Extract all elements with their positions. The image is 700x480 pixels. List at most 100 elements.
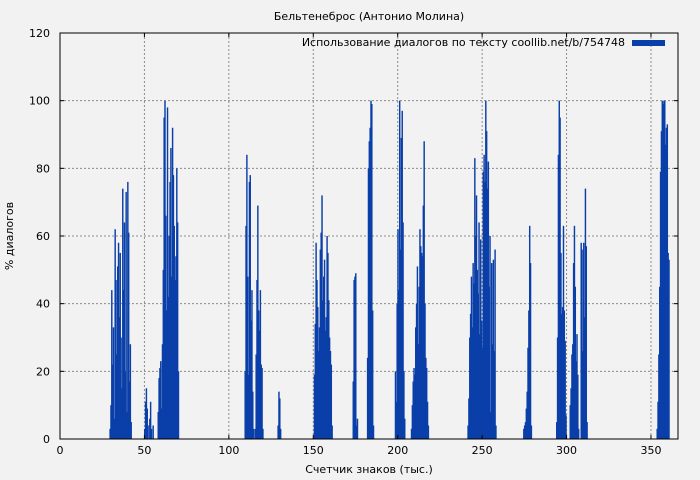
bar: [355, 273, 357, 439]
bar: [327, 252, 329, 439]
bar: [469, 313, 472, 439]
legend-label: Использование диалогов по тексту coollib…: [302, 36, 625, 49]
bar: [481, 347, 484, 439]
bar: [526, 391, 528, 439]
bar: [559, 117, 561, 439]
bar: [125, 192, 127, 439]
bar: [321, 195, 323, 439]
bar: [572, 344, 574, 439]
chart-title: Бельтенеброс (Антонио Молина): [274, 10, 464, 23]
bar: [112, 327, 115, 439]
bar: [668, 259, 670, 439]
bar: [491, 344, 494, 439]
bar: [126, 411, 128, 439]
bar: [573, 225, 576, 439]
bar: [576, 334, 578, 439]
bar: [111, 290, 113, 439]
bar: [356, 418, 359, 439]
x-tick-label: 0: [57, 444, 64, 457]
bar: [165, 310, 168, 439]
x-tick-label: 100: [218, 444, 239, 457]
y-tick-label: 120: [29, 27, 50, 40]
bar: [423, 141, 425, 439]
bar: [470, 276, 473, 439]
bar: [565, 415, 567, 439]
bar: [127, 181, 129, 439]
bar: [247, 276, 249, 439]
bar: [556, 337, 559, 439]
bar: [315, 242, 317, 439]
bar: [525, 408, 528, 439]
bar: [279, 428, 282, 439]
bar: [415, 327, 417, 439]
bar: [115, 279, 117, 439]
bar: [426, 401, 429, 439]
y-axis-label: % диалогов: [3, 202, 16, 270]
bar: [584, 188, 587, 439]
bar: [352, 381, 354, 439]
axis-ticks: 0 50 100 150 200 250 300 350 0 20 40 60 80 100 120: [29, 27, 678, 457]
bar: [667, 252, 669, 439]
bar: [328, 300, 330, 439]
bar: [167, 296, 170, 439]
x-tick-label: 50: [137, 444, 151, 457]
bar: [480, 239, 482, 439]
bar: [320, 232, 322, 439]
bar: [110, 405, 112, 439]
bar: [660, 131, 663, 439]
bar: [411, 405, 414, 439]
bar: [172, 175, 175, 439]
bar: [328, 337, 331, 439]
bar: [313, 374, 316, 439]
bar: [258, 330, 261, 439]
bar: [127, 232, 130, 439]
bar: [174, 279, 176, 439]
bar: [556, 422, 558, 439]
bar: [664, 100, 666, 440]
bar: [474, 236, 477, 439]
x-tick-label: 200: [387, 444, 408, 457]
bar: [257, 205, 259, 439]
bar: [249, 175, 251, 439]
x-axis-label: Счетчик знаков (тыс.): [305, 463, 433, 476]
bar: [666, 124, 669, 439]
bar: [130, 422, 132, 439]
bar: [120, 337, 122, 439]
bar: [495, 425, 497, 439]
bar: [494, 249, 496, 439]
bar: [488, 286, 490, 439]
legend: Использование диалогов по тексту coollib…: [302, 36, 665, 49]
bar: [585, 246, 587, 439]
bar: [420, 252, 423, 439]
bar: [160, 361, 162, 439]
bar: [317, 307, 319, 439]
bar: [413, 367, 415, 439]
bar: [563, 310, 566, 439]
bar: [420, 246, 422, 439]
bar: [318, 327, 321, 439]
bar: [122, 290, 125, 439]
bar: [415, 303, 418, 439]
bar: [577, 428, 580, 439]
bar: [523, 425, 526, 439]
bar: [319, 249, 322, 439]
bar: [162, 269, 165, 439]
bar: [561, 307, 564, 439]
y-tick-label: 100: [29, 95, 50, 108]
bar: [404, 418, 406, 439]
bar: [422, 205, 425, 439]
bar: [562, 225, 565, 439]
bar: [166, 107, 169, 439]
bar: [527, 347, 529, 439]
bar: [248, 181, 251, 439]
bar: [558, 100, 560, 440]
bar: [367, 168, 370, 440]
bar: [113, 418, 116, 439]
bar: [469, 337, 471, 439]
bar: [472, 263, 474, 439]
bar: [128, 381, 131, 439]
bar: [395, 401, 398, 439]
bar: [564, 340, 566, 439]
bar: [400, 137, 403, 439]
bar: [586, 422, 588, 439]
